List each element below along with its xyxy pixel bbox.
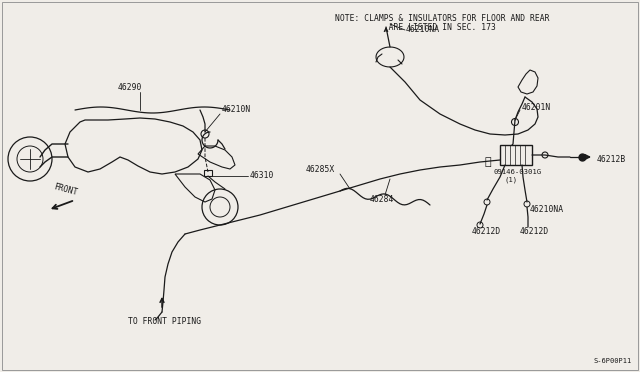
- Text: 46212D: 46212D: [472, 228, 501, 237]
- Text: 46212D: 46212D: [520, 228, 549, 237]
- Text: 46290: 46290: [118, 83, 142, 93]
- Text: ARE LISTED IN SEC. 173: ARE LISTED IN SEC. 173: [335, 23, 496, 32]
- Text: (1): (1): [505, 177, 518, 183]
- Text: TO FRONT PIPING: TO FRONT PIPING: [128, 317, 201, 326]
- Bar: [204, 170, 212, 176]
- Text: 46210NA: 46210NA: [530, 205, 564, 214]
- Text: FRONT: FRONT: [53, 182, 79, 197]
- Bar: [500, 145, 532, 165]
- Text: 46212B: 46212B: [597, 155, 627, 164]
- Text: 46284: 46284: [370, 196, 394, 205]
- Text: 46210N: 46210N: [222, 106, 252, 115]
- Text: 09146-0301G: 09146-0301G: [493, 169, 541, 175]
- Text: 46201N: 46201N: [522, 103, 551, 112]
- Text: 46285X: 46285X: [306, 166, 335, 174]
- Text: 46310: 46310: [250, 171, 275, 180]
- Text: NOTE: CLAMPS & INSULATORS FOR FLOOR AND REAR: NOTE: CLAMPS & INSULATORS FOR FLOOR AND …: [335, 14, 550, 23]
- Text: 46210NA: 46210NA: [406, 26, 440, 35]
- Text: S-6P00P11: S-6P00P11: [594, 358, 632, 364]
- Text: Ⓢ: Ⓢ: [484, 157, 492, 167]
